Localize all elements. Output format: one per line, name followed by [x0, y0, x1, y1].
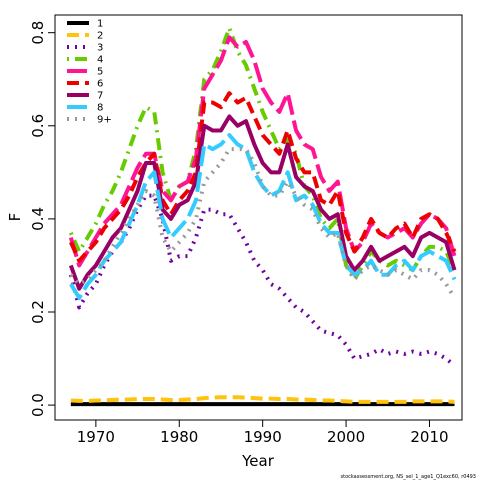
- x-tick-label: 1990: [244, 428, 282, 446]
- legend-label: 1: [97, 19, 103, 30]
- x-tick-label: 2000: [327, 428, 365, 446]
- plot-frame: [54, 14, 463, 421]
- y-tick-label: 0.8: [29, 21, 47, 45]
- x-tick-label: 2010: [410, 428, 448, 446]
- series-line: [69, 91, 457, 263]
- legend-label: 8: [97, 103, 103, 114]
- y-tick-label: 0.2: [29, 300, 47, 324]
- x-tick-label: 1970: [77, 428, 115, 446]
- legend-label: 2: [97, 31, 103, 42]
- series-line: [69, 26, 457, 282]
- footnote: stockassessment.org, NS_sel_1_age1_Q1exc…: [341, 474, 477, 480]
- x-tick-label: 1980: [160, 428, 198, 446]
- y-tick-label: 0.0: [29, 393, 47, 417]
- y-axis-label: F: [6, 213, 24, 222]
- series-line: [70, 395, 455, 404]
- series-line: [68, 35, 457, 268]
- y-tick-label: 0.4: [29, 207, 47, 231]
- legend-label: 7: [97, 91, 103, 102]
- y-tick-label: 0.6: [29, 114, 47, 138]
- series-line: [68, 114, 457, 291]
- legend-label: 6: [97, 79, 103, 90]
- legend-label: 4: [97, 55, 103, 66]
- legend-label: 5: [97, 67, 103, 78]
- x-axis-label: Year: [241, 452, 275, 470]
- legend-label: 9+: [97, 115, 112, 126]
- legend-label: 3: [97, 43, 103, 54]
